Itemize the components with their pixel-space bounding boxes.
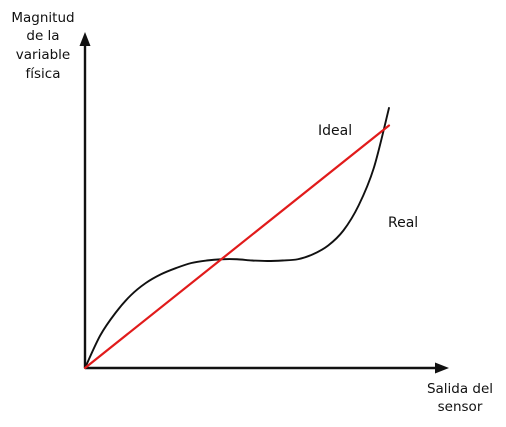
series-line-ideal [85,126,389,369]
x-axis-label-line-2: sensor [438,399,483,415]
y-axis-label-line-1: Magnitud [11,10,74,26]
series-line-real [85,108,389,368]
series-group [85,108,389,368]
series-label-real: Real [388,215,418,231]
y-axis-label-line-4: física [26,66,61,82]
y-axis [80,32,91,368]
y-axis-label-line-3: variable [16,47,70,63]
series-label-ideal: Ideal [318,123,352,139]
x-axis-arrowhead [435,363,449,374]
y-axis-label-line-2: de la [26,28,59,44]
x-axis [85,363,449,374]
y-axis-arrowhead [80,32,91,46]
x-axis-label: Salida del sensor [427,381,493,415]
y-axis-label: Magnitud de la variable física [11,10,74,82]
x-axis-label-line-1: Salida del [427,381,493,397]
